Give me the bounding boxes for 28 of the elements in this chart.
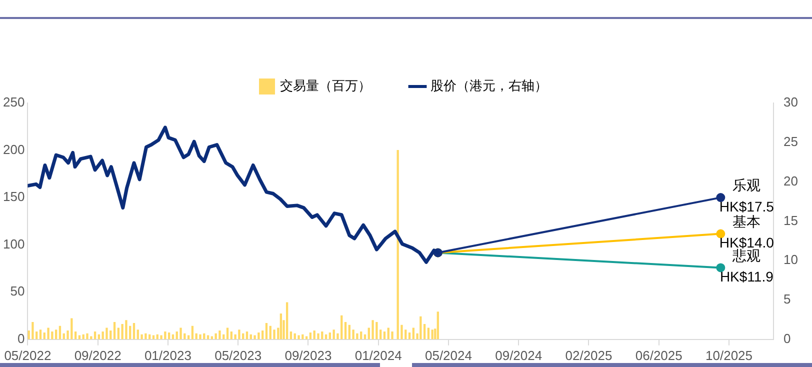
- x-tick-label: 09/2022: [74, 348, 122, 363]
- legend-label: 交易量（百万）: [280, 78, 371, 94]
- x-tick-label: 05/2024: [424, 348, 472, 363]
- y-tick-label: 250: [2, 94, 25, 110]
- x-tick-label: 05/2022: [4, 348, 52, 363]
- y-tick-label: 200: [2, 142, 25, 157]
- x-tick-label: 09/2024: [495, 348, 542, 363]
- y-tick-label: 150: [2, 189, 25, 204]
- x-tick-label: 09/2023: [284, 348, 332, 363]
- x-tick-label: 01/2023: [144, 348, 192, 363]
- y-tick-label: 0: [17, 330, 25, 346]
- x-tick-label: 10/2025: [706, 348, 753, 363]
- annotation: 悲观 HK$11.9: [720, 248, 774, 285]
- y2-tick-label: 15: [784, 212, 798, 228]
- annotation: 乐观 HK$17.5: [719, 178, 774, 214]
- x-tick-label: 02/2025: [565, 348, 612, 363]
- legend-label: 股价（港元，右轴）: [430, 78, 548, 94]
- y2-tick-label: 0: [784, 330, 791, 346]
- y2-tick-label: 5: [784, 292, 791, 307]
- y2-tick-label: 30: [784, 94, 798, 110]
- x-tick-label: 01/2024: [354, 348, 402, 363]
- y-tick-label: 50: [10, 284, 25, 299]
- x-tick-label: 05/2023: [214, 348, 262, 363]
- y2-tick-label: 10: [784, 252, 798, 268]
- y2-tick-label: 25: [784, 134, 798, 149]
- y-tick-label: 100: [2, 236, 25, 252]
- x-tick-label: 06/2025: [635, 348, 682, 363]
- y2-tick-label: 20: [784, 173, 798, 188]
